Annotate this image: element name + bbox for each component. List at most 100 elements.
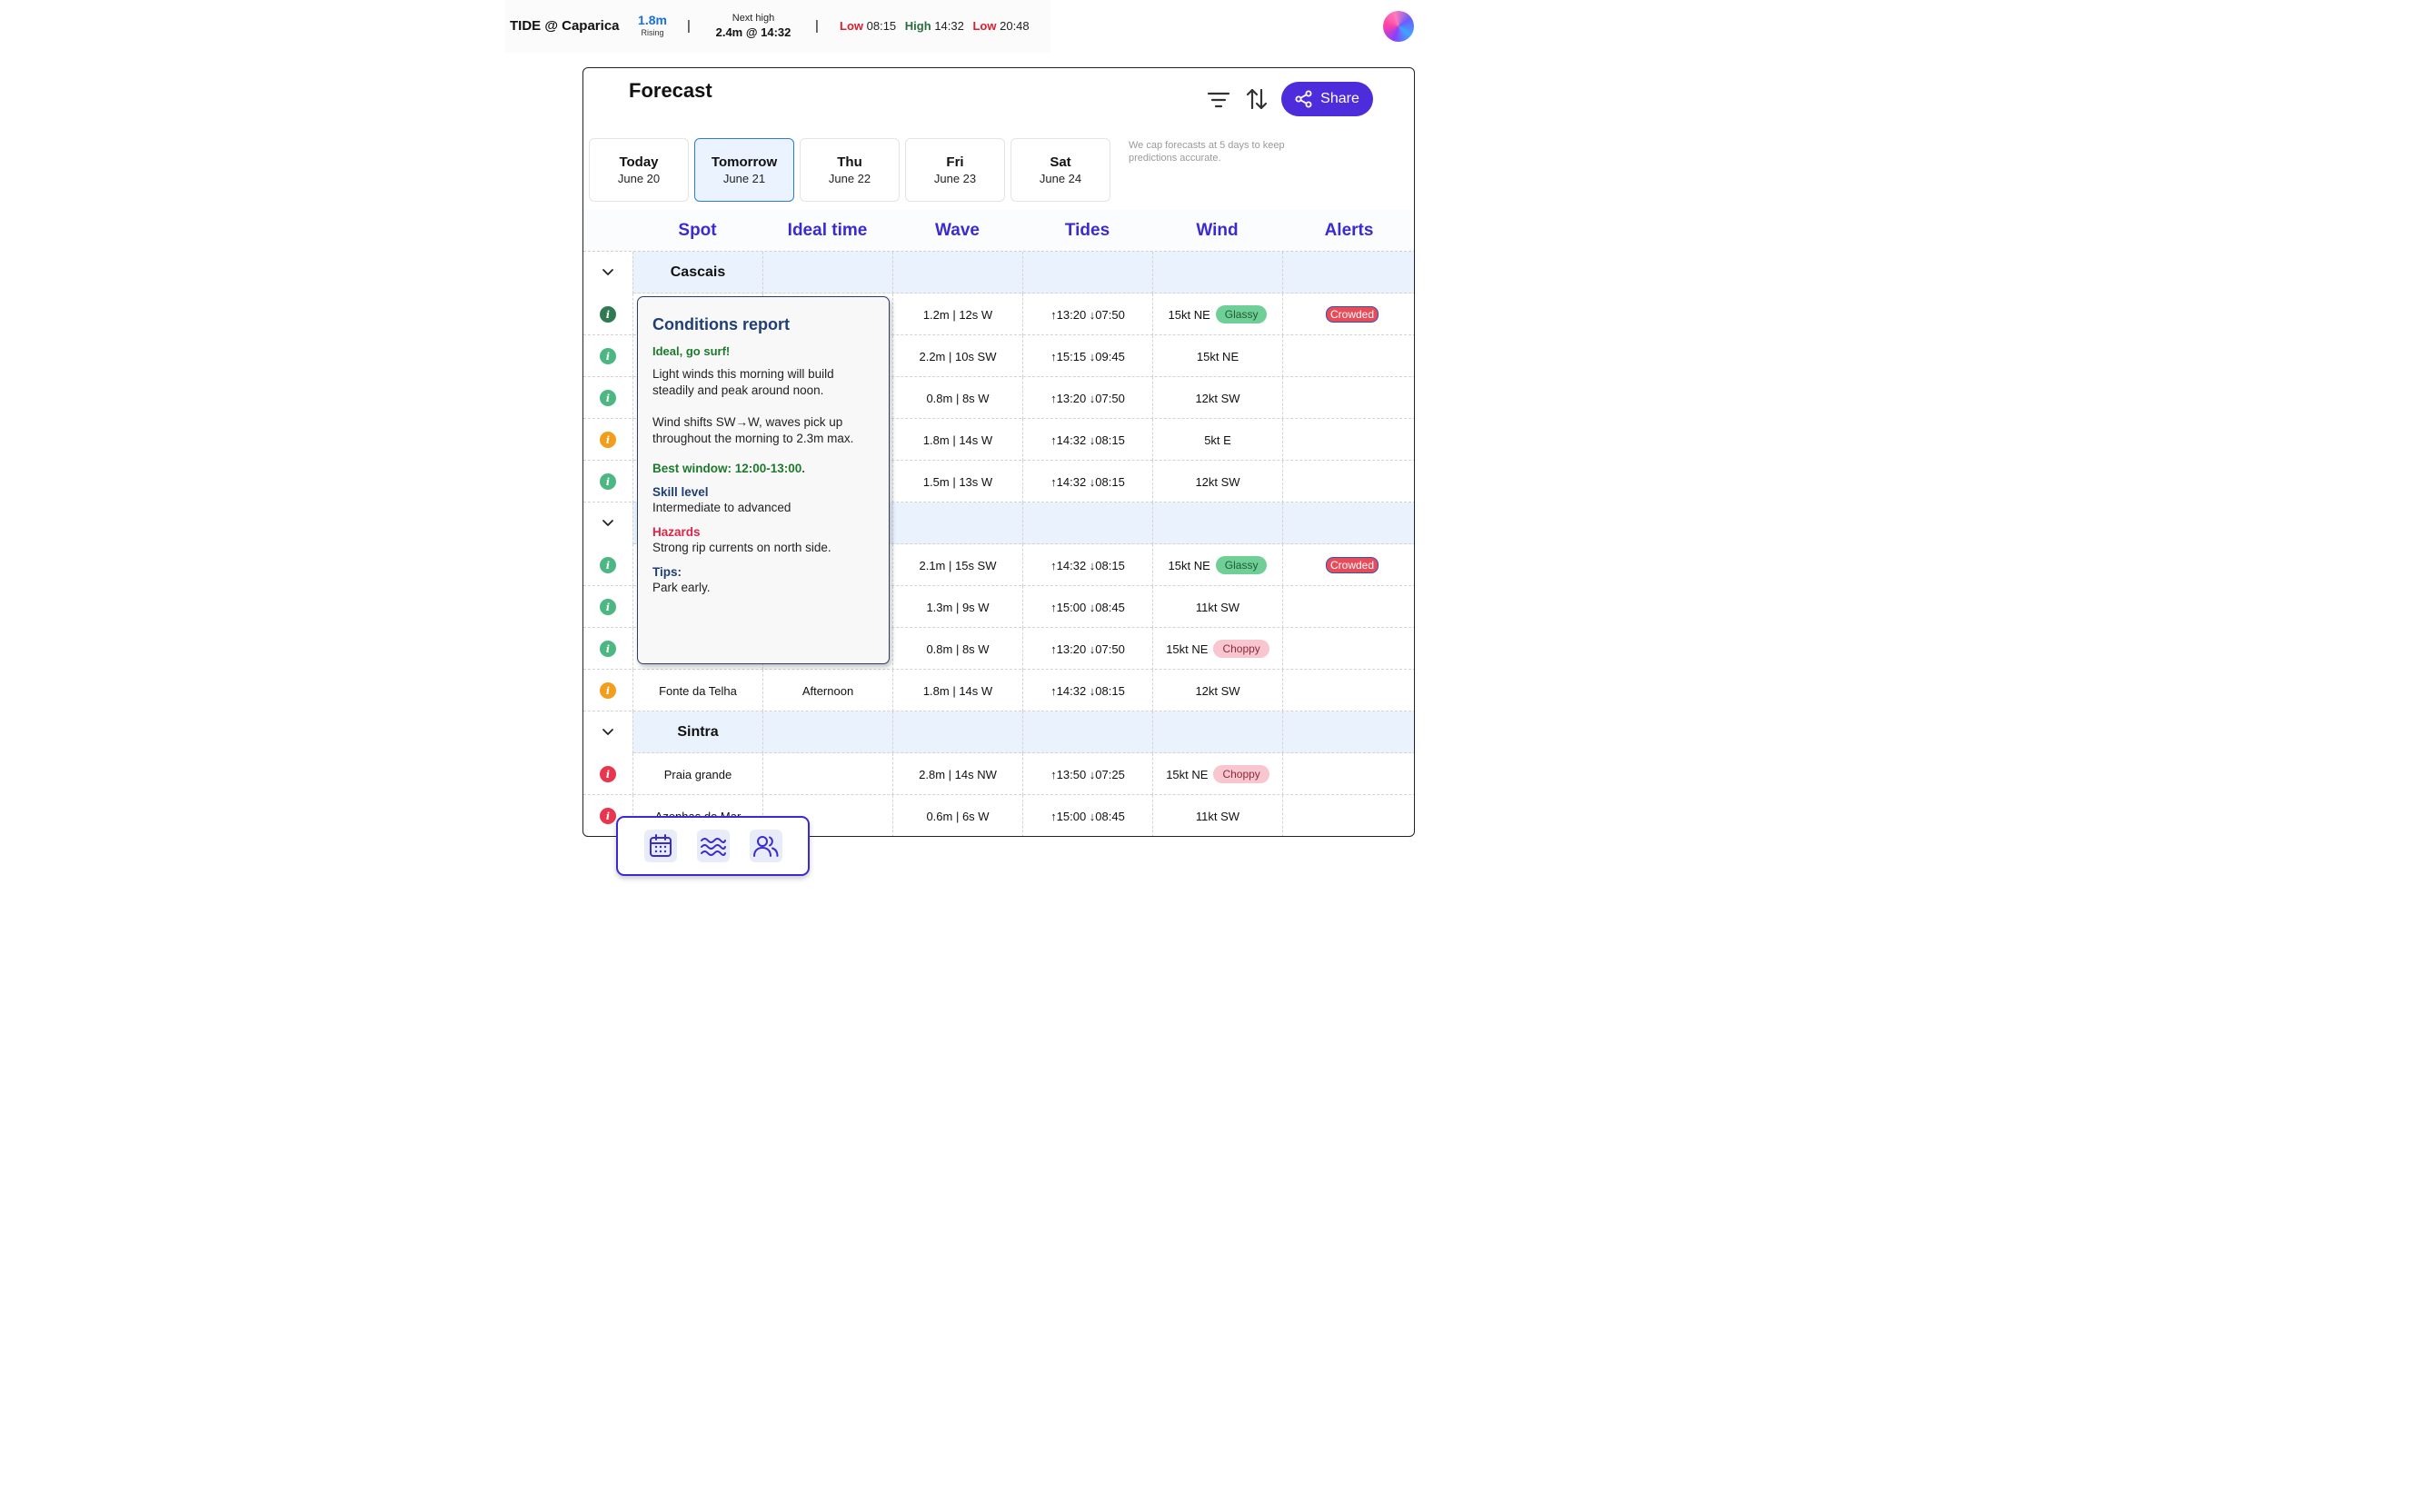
chevron-down-icon	[602, 520, 613, 526]
table-row[interactable]: i 0.8m | 8s W ↑13:20 ↓07:50 15kt NE Choppy	[583, 628, 1414, 670]
day-tab-name: Tomorrow	[711, 154, 778, 170]
info-icon: i	[600, 432, 616, 448]
day-tab[interactable]: Today June 20	[589, 138, 689, 202]
spot-name-cell	[632, 293, 762, 335]
column-header[interactable]: Tides	[1064, 221, 1110, 240]
sort-button[interactable]	[1245, 86, 1269, 112]
tides-value-cell: ↑13:20 ↓07:50	[1022, 628, 1152, 670]
info-button[interactable]: i	[583, 293, 632, 335]
column-header[interactable]: Wave	[935, 221, 980, 240]
spot-name: Fonte da Telha	[659, 683, 737, 698]
day-tab[interactable]: Sat June 24	[1010, 138, 1110, 202]
info-button[interactable]: i	[583, 586, 632, 628]
day-tab-date: June 20	[617, 172, 661, 185]
table-row[interactable]: i 1.5m | 13s W ↑14:32 ↓08:15 12kt SW	[583, 461, 1414, 502]
column-header[interactable]: Ideal time	[787, 221, 868, 240]
info-button[interactable]: i	[583, 461, 632, 502]
table-row[interactable]: i 1.3m | 9s W ↑15:00 ↓08:45 11kt SW	[583, 586, 1414, 628]
info-button[interactable]: i	[583, 419, 632, 461]
info-button[interactable]: i	[583, 335, 632, 377]
info-icon: i	[600, 390, 616, 406]
next-high: Next high 2.4m @ 14:32	[707, 12, 800, 40]
table-row[interactable]: i 1.8m | 14s W ↑14:32 ↓08:15 5kt E	[583, 419, 1414, 461]
day-tab-date: June 23	[933, 172, 977, 185]
tides-value-cell: ↑15:15 ↓09:45	[1022, 335, 1152, 377]
day-tab[interactable]: Tomorrow June 21	[694, 138, 794, 202]
group-cell: Cascais	[632, 252, 762, 293]
alert-value-cell	[1282, 377, 1414, 419]
sort-icon	[1246, 88, 1268, 110]
popup-paragraph: Wind shifts SW→W, waves pick up througho…	[652, 415, 854, 445]
group-cell	[1282, 711, 1414, 753]
collapse-toggle[interactable]	[583, 252, 632, 293]
info-button[interactable]: i	[583, 628, 632, 670]
nav-calendar-button[interactable]	[643, 830, 677, 862]
wave-value-cell: 1.3m | 9s W	[892, 586, 1022, 628]
table-row[interactable]: i Fonte da Telha Afternoon 1.8m | 14s W ↑14:…	[583, 670, 1414, 711]
share-label: Share	[1320, 91, 1359, 106]
group-cell	[1282, 502, 1414, 544]
group-name: Sintra	[677, 724, 719, 740]
nav-users-button[interactable]	[749, 830, 782, 862]
column-header[interactable]: Wind	[1196, 221, 1239, 240]
tides-value: ↑15:00 ↓08:45	[1050, 809, 1125, 823]
wind-value-cell: 12kt SW	[1152, 377, 1282, 419]
group-cell	[1022, 711, 1152, 753]
tips-value: Park early.	[652, 581, 711, 594]
spot-name-cell	[632, 377, 762, 419]
alert-value-cell	[1282, 335, 1414, 377]
group-cell	[1152, 502, 1282, 544]
avatar[interactable]	[1383, 11, 1414, 42]
info-button[interactable]: i	[583, 544, 632, 586]
wind-value: 11kt SW	[1195, 600, 1240, 614]
table-row[interactable]: i 0.8m | 8s W ↑13:20 ↓07:50 12kt SW	[583, 377, 1414, 419]
nav-waves-button[interactable]	[696, 830, 730, 862]
tide-event-label: Low	[972, 19, 997, 33]
info-button[interactable]: i	[583, 670, 632, 711]
table-row[interactable]: i 2.1m | 15s SW ↑14:32 ↓08:15 15kt NE Glassy…	[583, 544, 1414, 586]
tide-event-label: High	[904, 19, 931, 33]
day-tab[interactable]: Thu June 22	[800, 138, 900, 202]
info-button[interactable]: i	[583, 753, 632, 795]
group-row: Sintra	[583, 711, 1414, 753]
wave-value: 1.2m | 12s W	[922, 307, 993, 322]
wave-value: 0.8m | 8s W	[926, 391, 990, 405]
table-row[interactable]: i 1.2m | 12s W ↑13:20 ↓07:50 15kt NE Glassy C…	[583, 293, 1414, 335]
wind-value: 15kt NE	[1166, 642, 1209, 656]
tides-value-cell: ↑14:32 ↓08:15	[1022, 461, 1152, 502]
spot-name-cell	[632, 628, 762, 670]
table-row[interactable]: i Praia grande 2.8m | 14s NW ↑13:50 ↓07:25 1…	[583, 753, 1414, 795]
wind-value-cell: 15kt NE Choppy	[1152, 628, 1282, 670]
group-cell: Sintra	[632, 711, 762, 753]
collapse-toggle[interactable]	[583, 502, 632, 544]
alert-value-cell	[1282, 753, 1414, 795]
group-cell	[1282, 252, 1414, 293]
share-button[interactable]: Share	[1281, 82, 1373, 116]
info-icon: i	[600, 557, 616, 573]
info-button[interactable]: i	[583, 377, 632, 419]
wind-value-cell: 15kt NE Choppy	[1152, 753, 1282, 795]
table-header: Spot Ideal time Wave Tides Wind Alerts	[583, 210, 1414, 252]
column-header[interactable]: Spot	[678, 221, 717, 240]
info-button[interactable]: i	[583, 795, 632, 836]
wave-value: 2.8m | 14s NW	[919, 767, 997, 781]
table-row[interactable]: i 2.2m | 10s SW ↑15:15 ↓09:45 15kt NE	[583, 335, 1414, 377]
wind-value-cell: 11kt SW	[1152, 586, 1282, 628]
wave-value: 1.8m | 14s W	[922, 433, 993, 447]
column-header[interactable]: Alerts	[1324, 221, 1374, 240]
skill-level-value: Intermediate to advanced	[652, 501, 791, 514]
collapse-toggle[interactable]	[583, 711, 632, 753]
filter-button[interactable]	[1207, 88, 1230, 112]
alert-value-cell: Crowded	[1282, 544, 1414, 586]
page-title: Forecast	[629, 79, 712, 102]
wind-value-cell: 15kt NE Glassy	[1152, 544, 1282, 586]
wave-value: 0.8m | 8s W	[926, 642, 990, 656]
tips-label: Tips:	[652, 565, 682, 579]
tides-value: ↑13:20 ↓07:50	[1050, 391, 1125, 405]
group-cell	[1022, 502, 1152, 544]
day-tab[interactable]: Fri June 23	[905, 138, 1005, 202]
wave-value-cell: 1.5m | 13s W	[892, 461, 1022, 502]
popup-verdict: Ideal, go surf!	[652, 344, 731, 358]
spot-name: Praia grande	[663, 767, 732, 781]
tides-value: ↑15:00 ↓08:45	[1050, 600, 1125, 614]
